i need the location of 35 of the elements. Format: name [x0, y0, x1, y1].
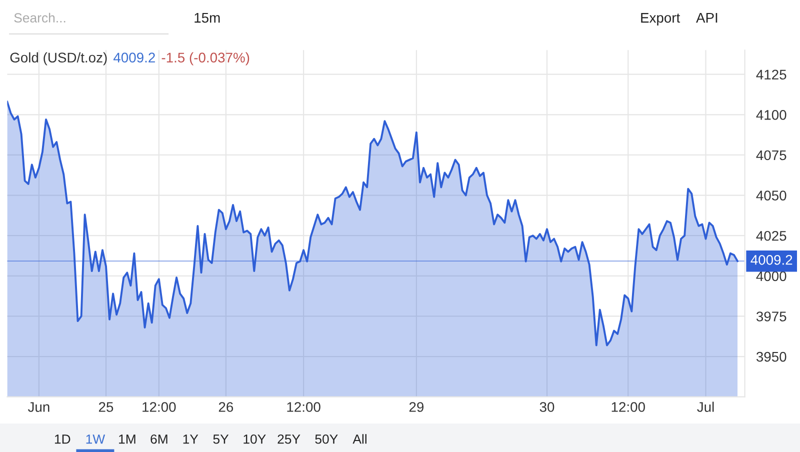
y-tick-label: 4000 — [756, 271, 786, 282]
x-tick-label: 30 — [540, 402, 554, 412]
annotation: 4009.2 — [113, 52, 155, 63]
x-tick-label: 29 — [409, 402, 424, 412]
x-tick-label: 12:00 — [142, 402, 176, 412]
text: Export — [641, 13, 680, 26]
text: 15m — [194, 13, 220, 23]
text: 1W — [86, 434, 106, 444]
text: 1D — [54, 434, 70, 444]
text: 25Y — [278, 434, 300, 444]
text: 1Y — [183, 434, 198, 444]
y-tick-label: 3975 — [756, 312, 786, 322]
text: 1M — [119, 434, 136, 444]
y-tick-label: 4075 — [756, 150, 786, 160]
text: All — [352, 434, 366, 444]
x-tick-label: Jul — [697, 402, 714, 412]
chart-title: Gold (USD/t.oz) — [10, 52, 107, 66]
x-tick-label: 25 — [98, 402, 114, 412]
y-tick-label: 3950 — [756, 352, 786, 362]
x-tick-label: 26 — [218, 402, 234, 412]
text: Search... — [14, 12, 66, 23]
text: 5Y — [213, 434, 229, 444]
x-tick-label: Jun — [28, 402, 50, 412]
text: 50Y — [315, 434, 338, 444]
y-tick-label: 4050 — [756, 190, 786, 200]
text: API — [696, 13, 718, 23]
text: 6M — [150, 434, 168, 444]
y-tick-label: 4025 — [756, 230, 786, 241]
y-tick-label: 4125 — [756, 70, 786, 80]
ref-line-label: 4009.2 — [750, 254, 792, 265]
x-tick-label: 12:00 — [612, 402, 645, 412]
text: 10Y — [244, 434, 266, 444]
annotation: -1.5 (-0.037%) — [162, 52, 250, 66]
x-tick-label: 12:00 — [287, 402, 320, 412]
y-tick-label: 4100 — [756, 110, 786, 120]
